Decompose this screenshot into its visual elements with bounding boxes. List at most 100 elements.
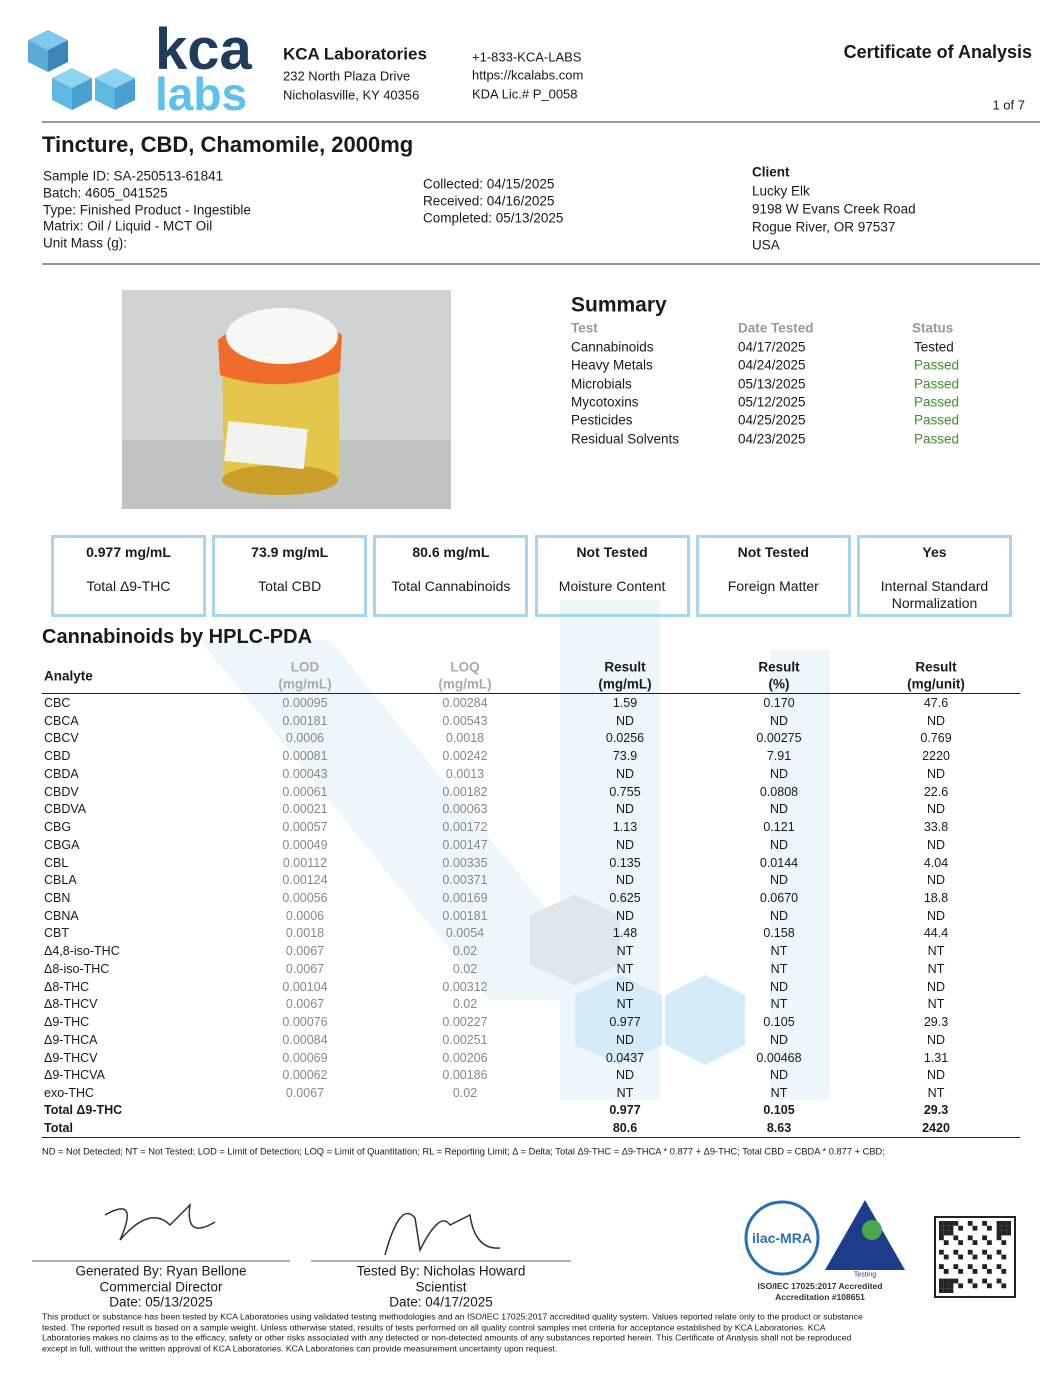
cell: ND xyxy=(926,766,946,781)
cell: ND xyxy=(615,908,635,923)
total-cell: 2420 xyxy=(922,1120,950,1135)
cell: ND xyxy=(926,1032,946,1047)
cell: 0.00186 xyxy=(442,1068,488,1083)
cell: ND xyxy=(769,1032,789,1047)
summary-test: Heavy Metals xyxy=(571,357,653,373)
cell: 0.00242 xyxy=(442,748,488,763)
cell: 0.158 xyxy=(763,926,795,941)
signature-role: Scientist xyxy=(415,1278,467,1294)
cell: 0.00112 xyxy=(282,855,328,870)
client-info: Lucky Elk xyxy=(752,183,810,199)
summary-header: Status xyxy=(912,320,954,336)
cell: 0.00468 xyxy=(756,1050,802,1065)
signature-date: Date: 04/17/2025 xyxy=(389,1294,493,1310)
cell: ND xyxy=(926,979,946,994)
cell: 0.135 xyxy=(609,855,641,870)
cell: 0.00056 xyxy=(282,890,328,905)
sample-info: Unit Mass (g): xyxy=(43,235,128,251)
cell: NT xyxy=(616,961,634,976)
summary-header: Date Tested xyxy=(738,320,814,336)
analyte: Δ8-THCV xyxy=(44,997,98,1012)
cell: 0.00169 xyxy=(442,890,488,905)
accreditation-text: ISO/IEC 17025:2017 Accredited xyxy=(757,1280,883,1291)
cell: 0.00076 xyxy=(282,1014,328,1029)
sample-info: Batch: 4605_041525 xyxy=(43,185,168,201)
signature-name: Tested By: Nicholas Howard xyxy=(356,1263,526,1279)
disclaimer: Laboratories makes no claims as to the e… xyxy=(42,1332,852,1343)
cell: 0.0054 xyxy=(445,926,485,941)
analyte: Δ9-THCVA xyxy=(44,1068,105,1083)
cell: 1.13 xyxy=(612,819,638,834)
cell: ND xyxy=(926,713,946,728)
cell: 0.0006 xyxy=(285,908,325,923)
cell: 0.00081 xyxy=(282,748,328,763)
cell: 0.00062 xyxy=(282,1068,328,1083)
divider xyxy=(42,693,1020,694)
column-header: Result xyxy=(758,659,800,675)
summary-status: Passed xyxy=(914,394,960,410)
total-cell: 8.63 xyxy=(766,1120,792,1135)
analyte: CBDVA xyxy=(44,802,87,817)
cell: 0.00312 xyxy=(442,979,488,994)
cell: 0.0670 xyxy=(759,890,799,905)
cell: 0.02 xyxy=(452,1085,478,1100)
cell: 0.00227 xyxy=(442,1014,488,1029)
cell: ND xyxy=(769,908,789,923)
summary-test: Mycotoxins xyxy=(571,394,639,410)
cell: 0.0067 xyxy=(285,997,325,1012)
cell: ND xyxy=(615,1032,635,1047)
cell: 22.6 xyxy=(923,784,949,799)
summary-date: 05/12/2025 xyxy=(738,394,806,410)
cell: 0.02 xyxy=(452,961,478,976)
cell: 0.02 xyxy=(452,943,478,958)
cell: ND xyxy=(769,713,789,728)
column-header: Analyte xyxy=(44,668,93,684)
logo-text: kca xyxy=(155,17,252,82)
summary-status: Passed xyxy=(914,412,960,428)
highlight-label: Foreign Matter xyxy=(727,578,819,594)
cell: 0.121 xyxy=(763,819,795,834)
column-header: Result xyxy=(915,659,957,675)
cell: 33.8 xyxy=(923,819,949,834)
summary-status: Passed xyxy=(914,375,960,391)
cell: ND xyxy=(615,713,635,728)
cell: 47.6 xyxy=(923,695,949,710)
summary-date: 04/25/2025 xyxy=(738,412,806,428)
divider xyxy=(42,1137,1020,1138)
highlight-box xyxy=(212,535,368,617)
cell: 44.4 xyxy=(923,926,949,941)
cell: 0.00284 xyxy=(442,695,488,710)
cell: 0.00172 xyxy=(442,819,488,834)
column-header: (mg/mL) xyxy=(438,676,492,692)
analyte: Δ8-iso-THC xyxy=(44,961,110,976)
cell: NT xyxy=(770,943,788,958)
cell: 1.48 xyxy=(612,926,638,941)
client-info: 9198 W Evans Creek Road xyxy=(752,201,916,217)
cell: 0.0067 xyxy=(285,961,325,976)
highlight-label: Normalization xyxy=(891,595,978,611)
analyte: CBL xyxy=(44,855,69,870)
accreditation-logo: ilac-MRA xyxy=(752,1230,812,1246)
client-info: Rogue River, OR 97537 xyxy=(752,219,896,235)
cell: 0.00069 xyxy=(282,1050,328,1065)
summary-date: 04/24/2025 xyxy=(738,357,806,373)
summary-status: Passed xyxy=(914,430,960,446)
cell: 1.31 xyxy=(923,1050,949,1065)
column-header: (mg/unit) xyxy=(907,676,965,692)
cell: 0.769 xyxy=(920,731,952,746)
cell: 7.91 xyxy=(766,748,792,763)
contact: https://kcalabs.com xyxy=(472,67,584,83)
cell: NT xyxy=(770,1085,788,1100)
cell: ND xyxy=(926,837,946,852)
cell: ND xyxy=(769,1068,789,1083)
cell: 0.0256 xyxy=(605,731,645,746)
column-header: (mg/mL) xyxy=(278,676,332,692)
column-header: (mg/mL) xyxy=(598,676,652,692)
total-cell: 29.3 xyxy=(923,1102,949,1117)
cell: 0.00063 xyxy=(442,802,488,817)
analyte: CBCV xyxy=(44,731,79,746)
summary-test: Pesticides xyxy=(571,412,633,428)
summary-date: 04/23/2025 xyxy=(738,430,806,446)
